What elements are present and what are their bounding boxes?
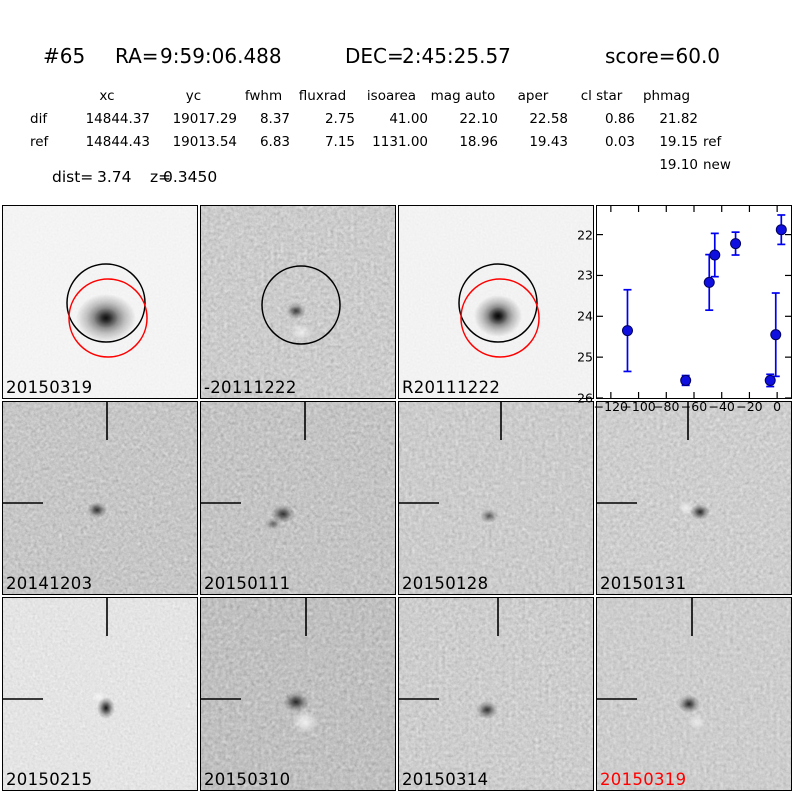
column-header-yc: yc: [185, 88, 202, 104]
column-header-phmag: phmag: [642, 88, 691, 104]
spacer: [428, 158, 498, 173]
cutout-panel-20150128: 20150128: [398, 401, 594, 595]
table-cell: 7.15: [324, 134, 355, 150]
table-corner: [30, 89, 64, 104]
cutout-date-label: 20150111: [204, 574, 291, 593]
y-tick-label: 22: [577, 227, 593, 243]
table-cell: 8.37: [259, 111, 290, 127]
spacer: [498, 158, 568, 173]
cutout-date-label: 20141203: [6, 574, 93, 593]
x-tick-label: −40: [708, 399, 735, 414]
row-suffix: ref: [703, 134, 722, 150]
cutout-panel-20150319: 20150319: [2, 205, 198, 399]
table-cell: 1131.00: [372, 134, 428, 150]
table-cell: 0.86: [604, 111, 635, 127]
y-tick-label: 24: [577, 308, 593, 324]
column-header-isoarea: isoarea: [366, 88, 417, 104]
redshift-label: z=: [150, 168, 172, 186]
score-value: score=60.0: [605, 44, 721, 68]
cutout-grid: 20150319 -20111222 R20111222 −120 −100 −80 −60…: [2, 205, 792, 791]
column-header-aper: aper: [517, 88, 549, 104]
cutout-panel-R20111222: R20111222: [398, 205, 594, 399]
x-tick-label: −80: [653, 399, 680, 414]
table-cell: 41.00: [389, 111, 428, 127]
ra-label: RA=: [115, 44, 159, 68]
table-cell: 19017.29: [172, 111, 237, 127]
y-tick-label: 26: [577, 390, 593, 406]
table-cell: 22.10: [459, 111, 498, 127]
cutout-date-label: 20150215: [6, 770, 93, 789]
column-header-mag-auto: mag auto: [430, 88, 496, 104]
table-cell: 6.83: [259, 134, 290, 150]
table-cell: 14844.37: [85, 111, 150, 127]
spacer: [237, 158, 290, 173]
cutout-panel-20141203: 20141203: [2, 401, 198, 595]
cutout-date-label: -20111222: [204, 378, 297, 397]
cutout-date-label: 20150319: [600, 770, 687, 789]
column-header-xc: xc: [99, 88, 115, 104]
lightcurve-plot: −120 −100 −80 −60 −40 −20 0 22 23 24 25 26: [577, 205, 792, 414]
table-cell: 18.96: [459, 134, 498, 150]
cutout-date-label: R20111222: [402, 378, 501, 397]
redshift-value: 0.3450: [163, 168, 218, 186]
table-cell: 14844.43: [85, 134, 150, 150]
table-cell: 19.15: [659, 134, 698, 150]
cutout-panel-20150215: 20150215: [2, 597, 198, 791]
dist-value: 3.74: [97, 168, 132, 186]
column-header-fwhm: fwhm: [244, 88, 283, 104]
row-suffix-new: new: [703, 157, 731, 173]
dec-label: DEC=: [345, 44, 404, 68]
cutout-date-label: 20150310: [204, 770, 291, 789]
spacer: [355, 158, 428, 173]
cutout-panel-20150314: 20150314: [398, 597, 594, 791]
cutout-date-label: 20150131: [600, 574, 687, 593]
column-header-fluxrad: fluxrad: [298, 88, 347, 104]
y-tick-label: 25: [577, 349, 593, 365]
table-cell: 19.43: [529, 134, 568, 150]
x-tick-label: −120: [593, 399, 629, 414]
row-label-ref: ref: [30, 134, 49, 150]
cutout-panel-20150111: 20150111: [200, 401, 396, 595]
table-corner: [698, 89, 742, 104]
photometry-table: xc yc fwhm fluxrad isoarea mag auto aper cl sta…: [30, 89, 742, 173]
table-cell: 0.03: [604, 134, 635, 150]
table-cell: 2.75: [324, 111, 355, 127]
x-tick-label: −20: [736, 399, 763, 414]
cutout-date-label: 20150314: [402, 770, 489, 789]
table-cell: 19013.54: [172, 134, 237, 150]
spacer: [568, 158, 635, 173]
x-tick-label: 0: [773, 399, 782, 414]
spacer: [290, 158, 355, 173]
y-tick-label: 23: [577, 267, 593, 283]
row-suffix: [698, 112, 742, 127]
table-cell: 21.82: [659, 111, 698, 127]
x-tick-label: −60: [680, 399, 708, 414]
dist-label: dist=: [52, 168, 94, 186]
row-label-dif: dif: [30, 111, 48, 127]
dec-value: 2:45:25.57: [402, 44, 511, 68]
cutout-panel-20150310: 20150310: [200, 597, 396, 791]
cutout-panel-20150319: 20150319: [596, 597, 792, 791]
column-header-cl-star: cl star: [580, 88, 623, 104]
cutout-date-label: 20150319: [6, 378, 93, 397]
cutout-date-label: 20150128: [402, 574, 489, 593]
cutout-panel-20150131: 20150131: [596, 401, 792, 595]
candidate-id: #65: [43, 44, 86, 68]
table-cell: 22.58: [529, 111, 568, 127]
x-tick-label: −100: [621, 399, 656, 414]
cutout-panel--20111222: -20111222: [200, 205, 396, 399]
ra-value: 9:59:06.488: [160, 44, 282, 68]
table-cell-new-mag: 19.10: [659, 157, 698, 173]
